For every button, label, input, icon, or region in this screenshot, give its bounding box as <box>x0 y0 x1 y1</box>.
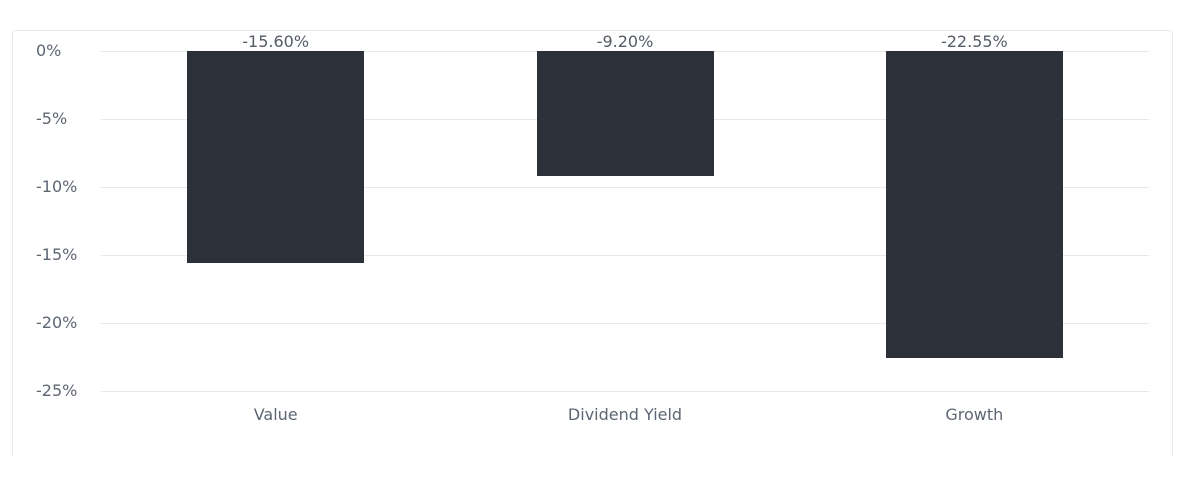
bar-value-label: -9.20% <box>596 32 654 51</box>
bar-dividend-yield[interactable] <box>536 51 714 176</box>
y-axis-tick-label: -5% <box>36 109 68 128</box>
gridline <box>101 186 1149 188</box>
gridline <box>101 390 1149 392</box>
category-label: Value <box>253 405 298 424</box>
plot-area: -15.60% -9.20% -22.55% <box>13 31 1172 456</box>
bar-value-label: -22.55% <box>940 32 1008 51</box>
bar-value-label: -15.60% <box>242 32 310 51</box>
y-axis-tick-label: -15% <box>36 245 78 264</box>
x-axis: Value Dividend Yield Growth <box>13 31 1172 456</box>
y-axis-tick-label: -10% <box>36 177 78 196</box>
bar-chart-card: 0% -5% -10% -15% -20% -25% -15.60% -9.20% -22.5… <box>12 30 1173 456</box>
y-axis-tick-label: -25% <box>36 381 78 400</box>
y-axis: 0% -5% -10% -15% -20% -25% <box>13 31 1172 456</box>
category-label: Dividend Yield <box>567 405 683 424</box>
gridline <box>101 322 1149 324</box>
gridline <box>101 254 1149 256</box>
y-axis-tick-label: -20% <box>36 313 78 332</box>
bar-value[interactable] <box>187 51 365 263</box>
y-axis-tick-label: 0% <box>36 41 62 60</box>
category-label: Growth <box>945 405 1004 424</box>
bar-growth[interactable] <box>885 51 1063 358</box>
